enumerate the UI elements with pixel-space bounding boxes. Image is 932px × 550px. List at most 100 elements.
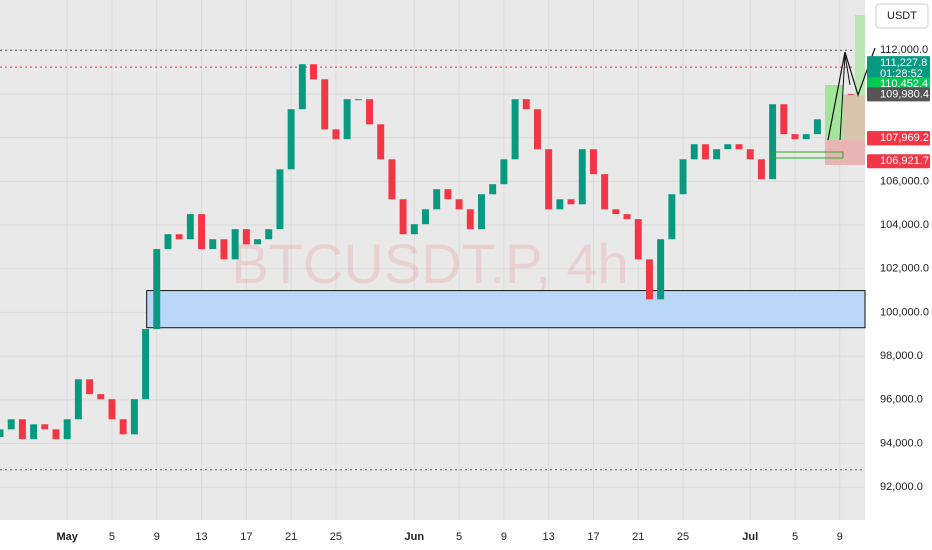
price-label: 110,452.4 — [880, 78, 928, 90]
candle — [724, 144, 732, 150]
x-tick-label: May — [56, 531, 78, 543]
x-tick-label: 5 — [456, 531, 462, 543]
position-tool — [772, 15, 876, 165]
candle — [645, 259, 653, 300]
candle — [254, 239, 262, 245]
candle — [198, 214, 206, 250]
candle — [164, 234, 172, 250]
candle — [388, 159, 396, 200]
candle — [310, 64, 317, 80]
price-label: 106,921.7 — [880, 155, 929, 167]
neutral-area — [843, 95, 865, 140]
projection-line — [839, 54, 851, 141]
levels-layer — [0, 49, 865, 471]
price-label: 111,227.8 — [880, 57, 927, 69]
x-tick-label: 21 — [285, 531, 297, 543]
currency-button[interactable] — [875, 3, 929, 29]
candle — [500, 159, 508, 185]
zone-layer — [146, 290, 866, 329]
x-tick-label: 13 — [543, 531, 555, 543]
candle — [231, 229, 239, 260]
candle — [332, 129, 340, 140]
y-tick-label: 98,000.0 — [880, 350, 923, 362]
candle — [153, 249, 161, 330]
candle — [791, 134, 799, 140]
candle — [713, 149, 721, 160]
y-tick-label: 104,000.0 — [880, 219, 929, 231]
candle — [623, 214, 631, 220]
candle — [265, 229, 273, 240]
candle — [444, 189, 452, 200]
candle — [556, 199, 564, 210]
entry-box — [772, 151, 844, 159]
x-tick-label: 17 — [240, 531, 252, 543]
candle — [41, 424, 49, 430]
candle — [354, 99, 362, 101]
candle — [74, 379, 82, 420]
price-label-box — [867, 87, 930, 102]
y-tick-label: 112,000.0 — [880, 44, 928, 56]
candle — [97, 394, 105, 400]
countdown: 01:28:52 — [880, 68, 923, 80]
candle — [276, 169, 284, 230]
candle — [769, 104, 777, 180]
candle — [422, 209, 429, 225]
candle — [545, 149, 553, 210]
price-label: 109,980.4 — [880, 88, 929, 100]
candle — [567, 199, 575, 205]
candle — [522, 99, 530, 110]
price-label-box — [867, 56, 930, 81]
watermark: BTCUSDT.P, 4h — [231, 232, 628, 295]
price-label-box — [867, 154, 930, 169]
candle — [612, 209, 620, 215]
grid — [0, 0, 865, 520]
candle — [186, 214, 194, 240]
candle — [30, 424, 38, 440]
candle — [466, 209, 474, 230]
x-tick-label: 25 — [677, 531, 689, 543]
candle — [746, 149, 754, 160]
y-tick-label: 100,000.0 — [880, 306, 929, 318]
y-tick-label: 92,000.0 — [880, 481, 923, 493]
candle — [690, 144, 698, 160]
axes: 92,000.0 94,000.0 96,000.0 98,000.0 100,000.… — [56, 44, 930, 543]
price-label-box — [867, 131, 930, 146]
candle — [757, 159, 765, 180]
y-tick-label: 96,000.0 — [880, 394, 923, 406]
candle — [679, 159, 687, 195]
x-tick-label: 25 — [330, 531, 342, 543]
candle — [701, 144, 709, 160]
candle — [63, 419, 71, 440]
price-label: 107,969.2 — [880, 132, 929, 144]
candle — [175, 234, 183, 240]
support-zone — [146, 290, 866, 329]
projection-line — [827, 47, 876, 141]
candle — [813, 119, 821, 135]
candle — [209, 239, 217, 250]
candle — [366, 99, 373, 125]
x-tick-label: Jun — [405, 531, 425, 543]
x-tick-label: 9 — [837, 531, 843, 543]
candle — [601, 174, 609, 210]
candle — [321, 79, 329, 130]
x-tick-label: 9 — [501, 531, 507, 543]
candle — [377, 124, 385, 160]
x-tick-label: Jul — [742, 531, 758, 543]
candle — [735, 144, 743, 150]
time-axis-background — [0, 520, 865, 550]
candle — [298, 64, 306, 110]
candle — [489, 184, 497, 195]
candle — [657, 239, 665, 300]
candle — [343, 99, 351, 140]
x-tick-label: 13 — [195, 531, 207, 543]
candle — [399, 199, 407, 235]
candle — [668, 194, 676, 240]
candle — [52, 429, 60, 440]
target-area — [855, 15, 865, 95]
candle — [86, 379, 94, 395]
candle — [142, 329, 150, 400]
plot-background — [0, 0, 865, 520]
candle — [433, 189, 441, 210]
